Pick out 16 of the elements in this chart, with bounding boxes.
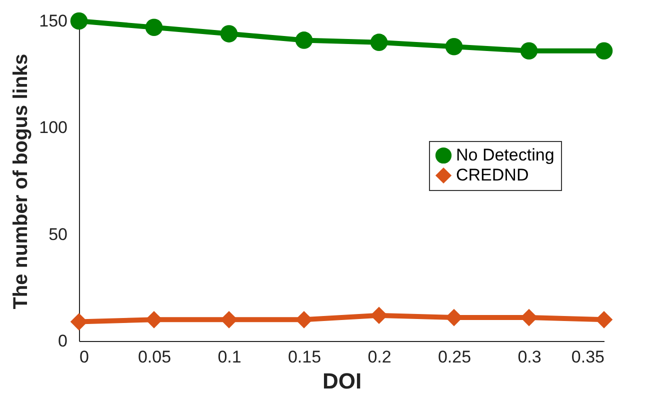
x-axis-title: DOI: [322, 368, 362, 394]
x-tick-label: 0.2: [368, 348, 392, 366]
y-tick-label: 150: [39, 12, 68, 30]
y-tick-label: 50: [48, 224, 68, 244]
y-axis-title: The number of bogus links: [10, 54, 32, 310]
x-tick-label: 0.3: [518, 348, 542, 366]
y-tick-label: 100: [39, 118, 68, 138]
legend-label: No Detecting: [456, 146, 554, 164]
y-tick-label: 0: [58, 332, 68, 350]
x-tick-label: 0.1: [218, 348, 242, 366]
x-tick-label: 0.35: [571, 348, 604, 366]
x-tick-label: 0.05: [138, 348, 172, 366]
x-tick-label: 0.15: [288, 348, 322, 366]
x-tick-label: 0.25: [438, 348, 472, 366]
legend-label: CREDND: [456, 166, 529, 184]
x-tick-label: 0: [80, 348, 89, 366]
